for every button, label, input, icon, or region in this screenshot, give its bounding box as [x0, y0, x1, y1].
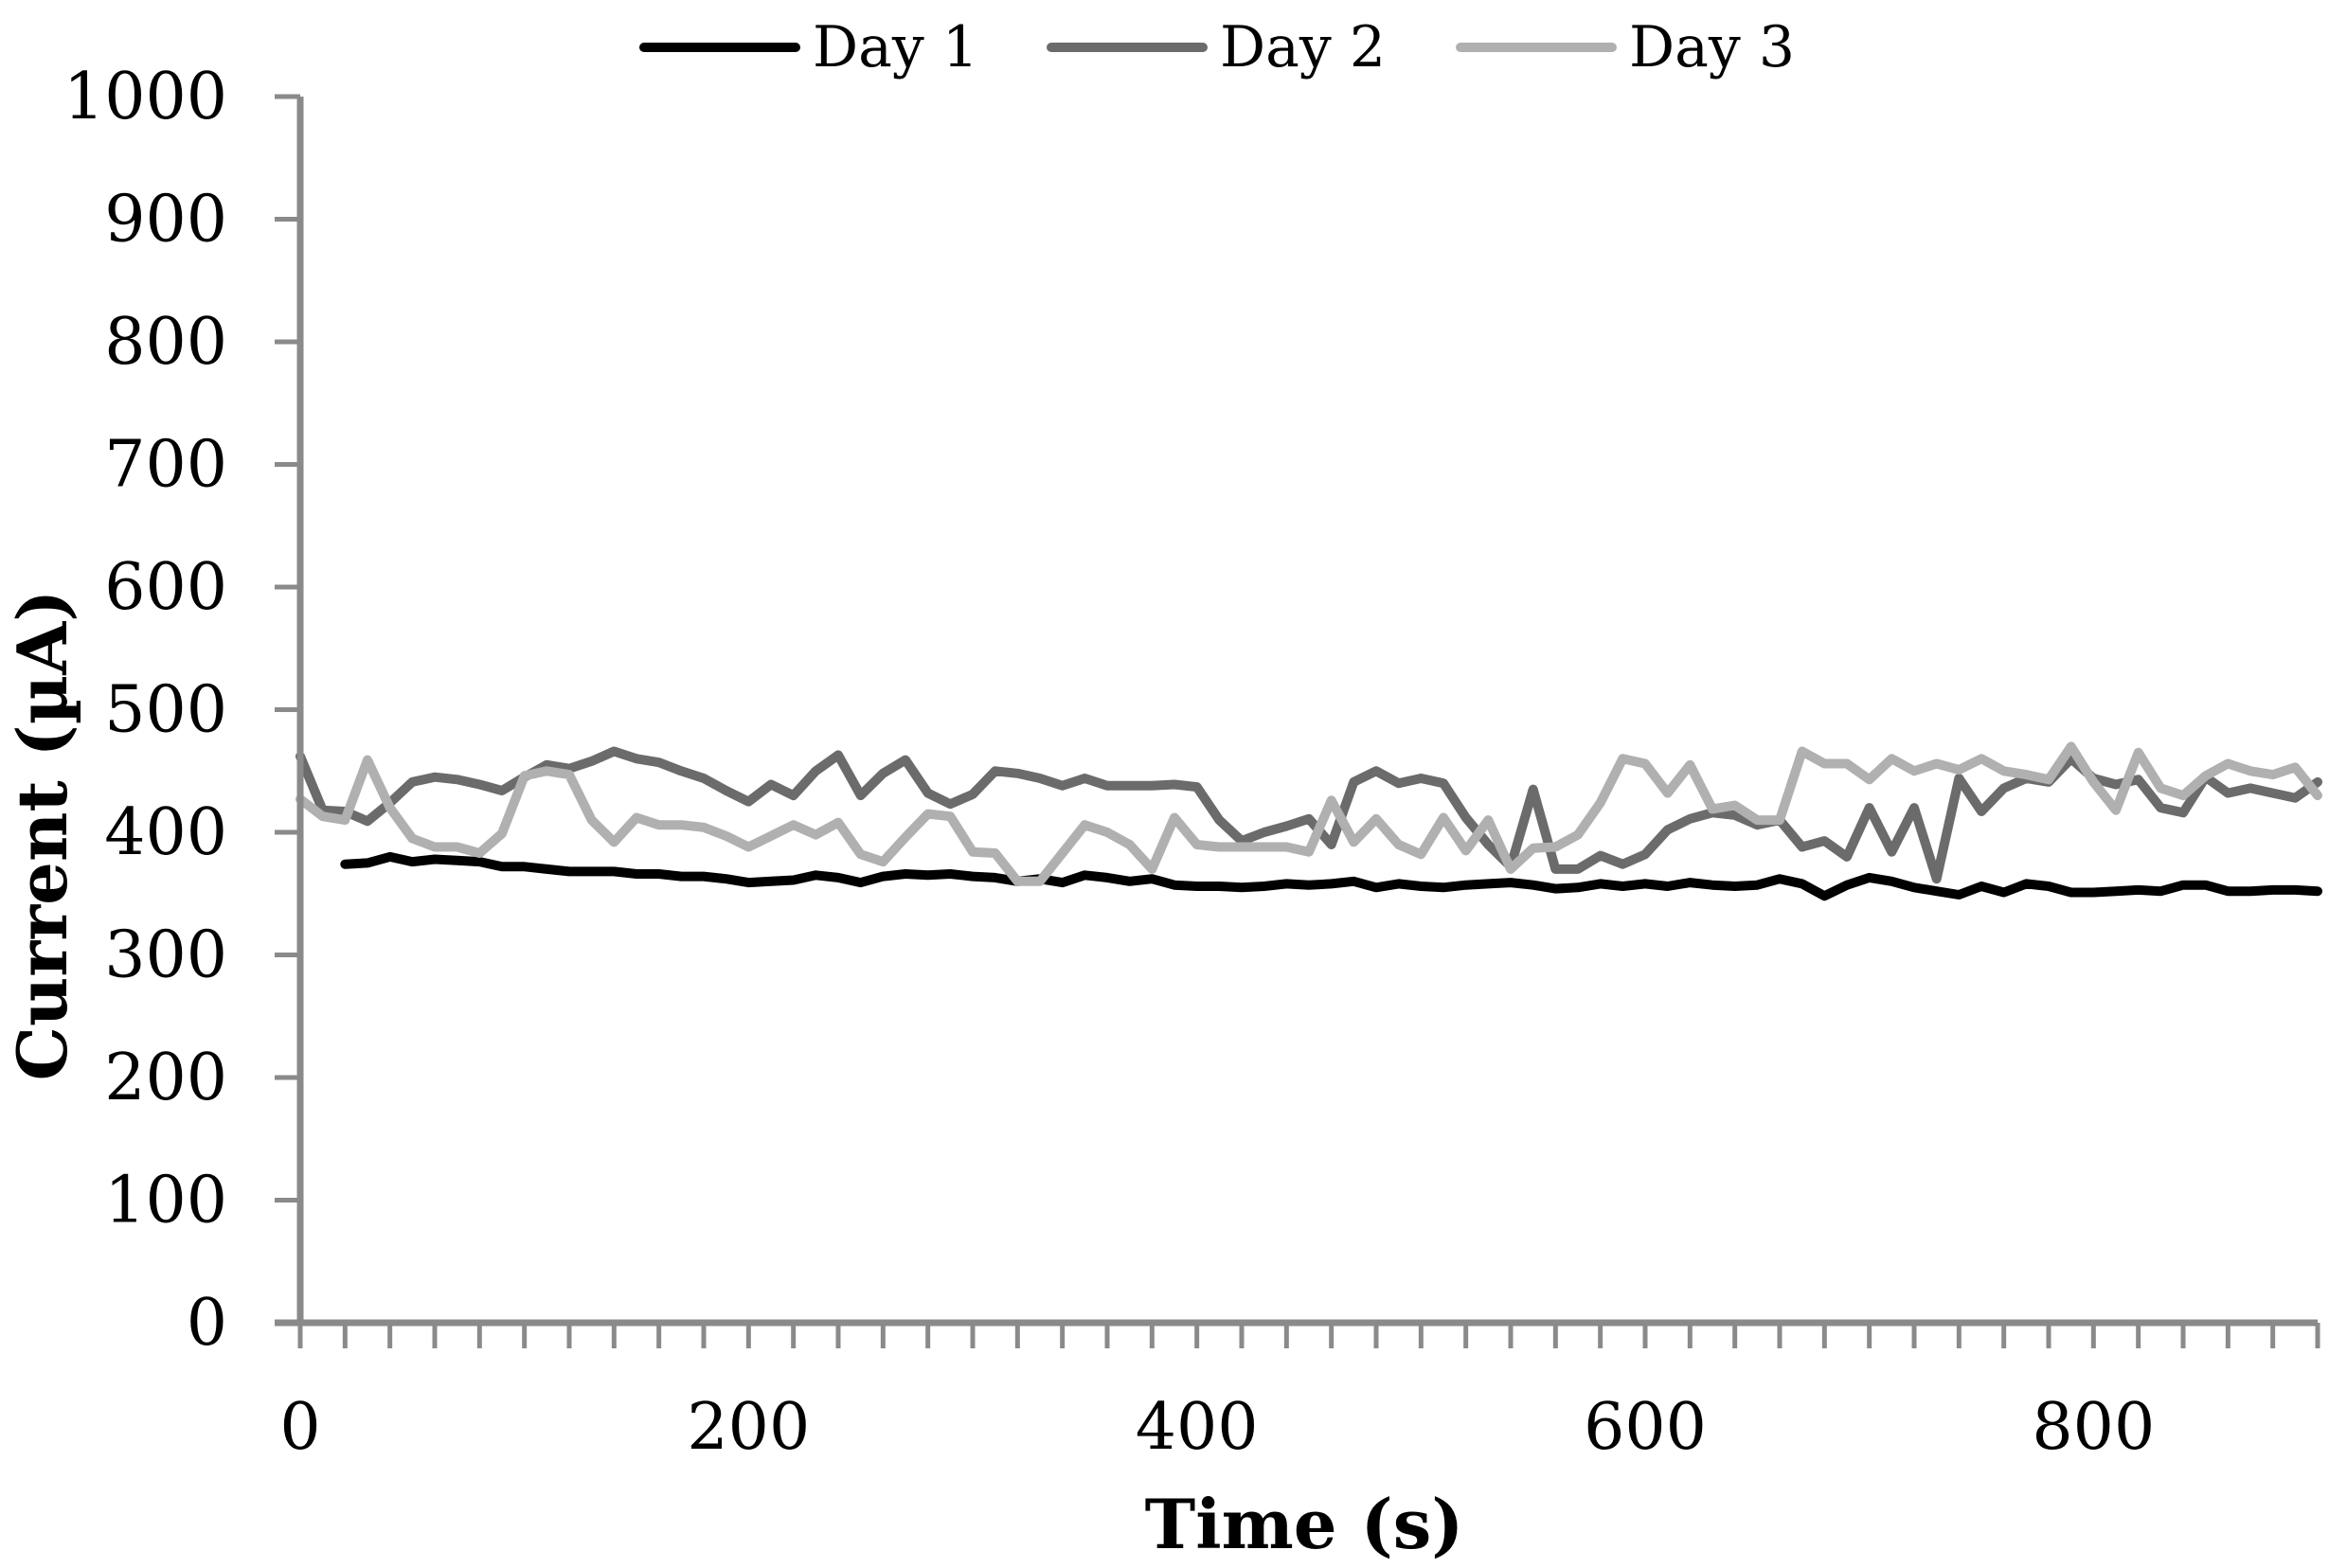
y-tick-label: 0: [187, 1286, 227, 1361]
x-tick-label: 200: [687, 1390, 810, 1465]
y-tick-label: 600: [104, 550, 227, 625]
series-line-day-2: [296, 746, 2322, 884]
x-tick-label: 800: [2032, 1390, 2155, 1465]
legend-label-day-3: Day 3: [1629, 14, 1795, 80]
x-tick-label: 0: [279, 1390, 320, 1465]
y-tick-label: 400: [104, 795, 227, 870]
axes: [275, 97, 2318, 1327]
x-tick-label: 400: [1136, 1390, 1259, 1465]
y-tick-label: 700: [104, 428, 227, 503]
y-axis-title: Current (µA): [2, 590, 82, 1081]
y-axis-ticks: 0 100 200 300 400 500 600 700 800 900 1000: [63, 60, 300, 1361]
x-tick-label: 600: [1584, 1390, 1707, 1465]
legend: Day 1 Day 2 Day 3: [639, 14, 1795, 80]
legend-label-day-2: Day 2: [1220, 14, 1386, 80]
y-tick-label: 100: [104, 1164, 227, 1238]
y-tick-label: 900: [104, 183, 227, 258]
y-tick-label: 300: [104, 918, 227, 993]
y-tick-label: 500: [104, 673, 227, 748]
y-tick-label: 200: [104, 1041, 227, 1115]
series-line-day-1: [340, 851, 2322, 901]
legend-label-day-1: Day 1: [813, 14, 978, 80]
series-line-day-3: [296, 741, 2322, 886]
y-tick-label: 1000: [63, 60, 227, 134]
x-axis-title: Time (s): [1145, 1484, 1464, 1564]
y-tick-label: 800: [104, 305, 227, 380]
x-axis-ticks: 0 200 400 600 800: [279, 1323, 2320, 1465]
series-lines: [296, 741, 2322, 901]
